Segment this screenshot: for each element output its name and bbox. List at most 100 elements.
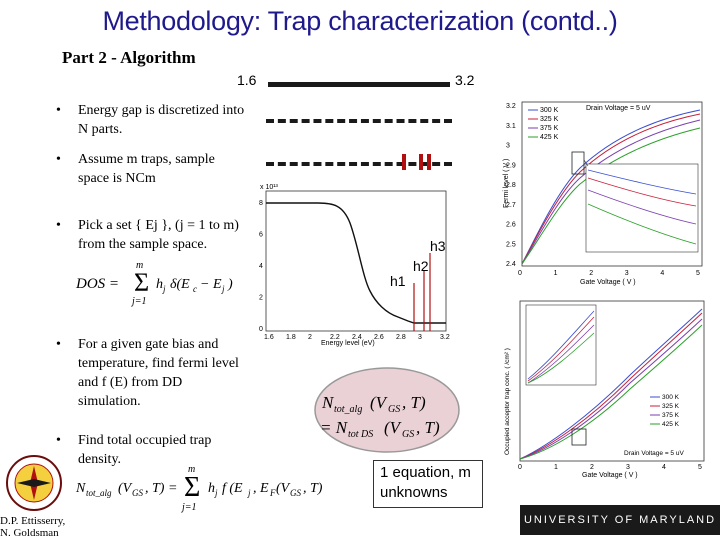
equation-ellipse: N tot_alg (V GS , T) = N tot DS (V GS , … xyxy=(314,367,460,453)
h3-label: h3 xyxy=(430,238,446,254)
fermi-curve-425K xyxy=(521,127,701,265)
trap-marker xyxy=(419,154,423,170)
svg-text:): ) xyxy=(227,277,233,292)
fermi-plot-x-tick-label: 4 xyxy=(660,270,664,277)
svg-text:(V: (V xyxy=(118,481,133,496)
fermi-plot-x-tick-label: 1 xyxy=(554,270,558,277)
svg-text:(V: (V xyxy=(384,418,403,437)
svg-text:j=1: j=1 xyxy=(180,502,197,513)
svg-text:(V: (V xyxy=(276,481,291,496)
dos-plot-x-tick-label: 1.6 xyxy=(264,334,274,341)
svg-text:(V: (V xyxy=(370,393,389,412)
svg-text:GS: GS xyxy=(388,404,400,415)
university-seal-logo xyxy=(6,455,62,511)
dos-plot-y-tick-label: 4 xyxy=(259,263,263,270)
svg-text:425 K: 425 K xyxy=(540,134,559,141)
dos-curve xyxy=(266,202,446,324)
svg-text:j: j xyxy=(247,488,251,498)
svg-text:Σ: Σ xyxy=(184,472,200,503)
fermi-plot-legend: 300 K 325 K 375 K 425 K Drain Voltage = … xyxy=(528,105,651,141)
dos-plot-x-tick-label: 3.2 xyxy=(440,334,450,341)
fermi-curve-375K xyxy=(521,119,701,265)
trap-plot-x-tick-label: 0 xyxy=(518,464,522,471)
trap-plot-ylabel: Occupied acceptor trap conc. ( /cm² ) xyxy=(504,348,511,455)
svg-text:GS: GS xyxy=(132,488,143,498)
svg-text:h: h xyxy=(156,277,163,292)
fermi-plot-y-tick-label: 3.1 xyxy=(506,123,516,130)
trap-plot-x-tick-label: 2 xyxy=(590,464,594,471)
svg-text:j: j xyxy=(162,284,166,294)
dos-plot-x-tick-label: 2.2 xyxy=(330,334,340,341)
fermi-plot-x-tick-label: 5 xyxy=(696,270,700,277)
fermi-plot-y-tick-label: 3 xyxy=(506,143,510,150)
fermi-plot-x-tick-label: 2 xyxy=(589,270,593,277)
svg-text:− E: − E xyxy=(200,277,222,292)
svg-text:F: F xyxy=(269,488,276,498)
svg-text:375 K: 375 K xyxy=(662,412,680,419)
trap-plot-x-tick-label: 4 xyxy=(662,464,666,471)
trap-marker xyxy=(402,154,406,170)
fermi-curve-325K xyxy=(521,113,701,265)
dos-plot-x-tick-label: 1.8 xyxy=(286,334,296,341)
svg-text:m: m xyxy=(188,464,195,475)
svg-text:, T): , T) xyxy=(303,481,323,496)
trap-curve-425K xyxy=(519,324,703,460)
svg-text:GS: GS xyxy=(402,429,414,440)
trap-curve-325K xyxy=(519,312,703,460)
dos-plot-x-tick-label: 2.8 xyxy=(396,334,406,341)
svg-text:, T): , T) xyxy=(402,393,426,412)
dos-plot-x-tick-label: 2 xyxy=(308,334,312,341)
svg-text:N: N xyxy=(321,393,335,412)
svg-text:x 10¹³: x 10¹³ xyxy=(260,184,279,191)
fermi-plot-y-tick-label: 2.7 xyxy=(506,202,516,209)
trap-curve-375K xyxy=(519,318,703,460)
svg-text:δ(E: δ(E xyxy=(170,277,190,292)
zoom-box xyxy=(571,428,587,446)
trap-plot-x-tick-label: 5 xyxy=(698,464,702,471)
svg-text:300 K: 300 K xyxy=(662,394,680,401)
authors: D.P. Ettisserry, N. Goldsman xyxy=(0,515,66,539)
fermi-plot-y-tick-label: 2.9 xyxy=(506,162,516,169)
energy-end-label: 3.2 xyxy=(455,72,475,88)
svg-text:GS: GS xyxy=(290,488,301,498)
fermi-curve-300K xyxy=(521,109,701,265)
dos-plot-x-tick-label: 3 xyxy=(418,334,422,341)
fermi-plot-y-tick-label: 2.6 xyxy=(506,222,516,229)
trap-marker xyxy=(427,154,431,170)
dos-plot-y-tick-label: 0 xyxy=(259,326,263,333)
university-name: UNIVERSITY OF MARYLAND xyxy=(523,514,717,526)
trap-plot-inset xyxy=(525,304,597,386)
svg-text:325 K: 325 K xyxy=(540,116,559,123)
svg-text:375 K: 375 K xyxy=(540,125,559,132)
svg-text:, E: , E xyxy=(253,481,269,496)
university-footer-band: UNIVERSITY OF MARYLAND xyxy=(520,505,720,535)
trap-plot-x-tick-label: 3 xyxy=(626,464,630,471)
trap-plot-xlabel: Gate Voltage ( V ) xyxy=(582,472,638,479)
svg-text:h: h xyxy=(208,481,215,496)
svg-text:Drain Voltage = 5 uV: Drain Voltage = 5 uV xyxy=(586,105,651,112)
fermi-plot-y-tick-label: 2.8 xyxy=(506,182,516,189)
svg-text:j: j xyxy=(214,488,218,498)
fermi-plot-x-tick-label: 0 xyxy=(518,270,522,277)
fermi-plot-x-tick-label: 3 xyxy=(625,270,629,277)
svg-text:tot DS: tot DS xyxy=(348,429,373,440)
svg-text:Σ: Σ xyxy=(134,268,149,297)
zoom-box xyxy=(571,151,585,175)
dos-plot-y-tick-label: 8 xyxy=(259,200,263,207)
fermi-plot-y-tick-label: 2.4 xyxy=(506,261,516,268)
slide-subtitle: Part 2 - Algorithm xyxy=(62,48,196,67)
dos-plot: x 10¹³ 8 6 4 2 0 1.6 1.8 2 2.2 2.4 2.6 2.8 3 3.2 Ene… xyxy=(258,183,458,348)
svg-text:425 K: 425 K xyxy=(662,421,680,428)
svg-text:N: N xyxy=(75,481,86,496)
fermi-plot-inset xyxy=(585,163,699,253)
fermi-plot-ylabel: Fermi level ( V ) xyxy=(503,159,510,208)
svg-text:325 K: 325 K xyxy=(662,403,680,410)
dos-formula: DOS = Σ m j=1 h j δ(E c − E j ) xyxy=(75,260,233,307)
dos-plot-x-tick-label: 2.4 xyxy=(352,334,362,341)
fermi-level-plot: 3.2 3.1 3 2.9 2.8 2.7 2.6 2.5 2.4 0 1 2 3 4 5 Fermi l… xyxy=(500,98,710,288)
svg-text:DOS =: DOS = xyxy=(75,276,119,292)
svg-text:j: j xyxy=(221,284,225,294)
svg-text:Drain Voltage = 5 uV: Drain Voltage = 5 uV xyxy=(624,450,684,457)
svg-text:f (E: f (E xyxy=(222,481,243,496)
svg-text:= N: = N xyxy=(320,418,349,437)
